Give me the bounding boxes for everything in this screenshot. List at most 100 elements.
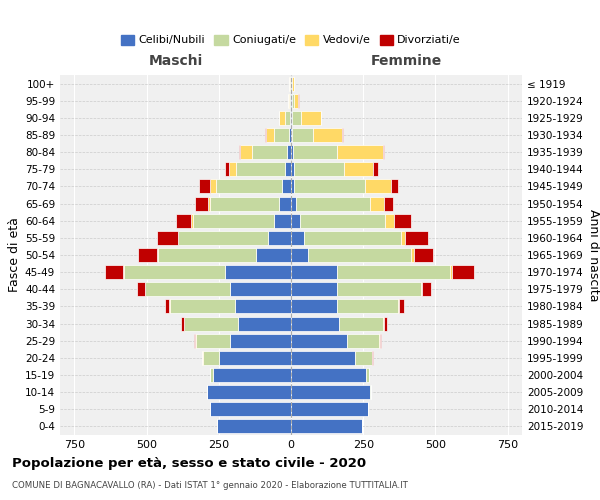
Bar: [283, 180, 291, 194]
Bar: [399, 300, 404, 314]
Legend: Celibi/Nubili, Coniugati/e, Vedovi/e, Divorziati/e: Celibi/Nubili, Coniugati/e, Vedovi/e, Di…: [116, 30, 466, 50]
Text: Maschi: Maschi: [148, 54, 203, 68]
Bar: [124, 265, 224, 279]
Bar: [401, 231, 405, 245]
Bar: [373, 162, 377, 176]
Bar: [236, 162, 285, 176]
Bar: [384, 316, 387, 330]
Bar: [411, 248, 414, 262]
Bar: [337, 282, 421, 296]
Bar: [210, 180, 216, 194]
Bar: [394, 214, 411, 228]
Bar: [338, 316, 383, 330]
Bar: [289, 94, 290, 108]
Bar: [287, 145, 291, 159]
Bar: [285, 162, 291, 176]
Bar: [384, 196, 393, 210]
Bar: [280, 111, 285, 125]
Bar: [193, 214, 274, 228]
Bar: [170, 300, 235, 314]
Bar: [157, 231, 178, 245]
Bar: [355, 351, 372, 365]
Bar: [268, 231, 291, 245]
Bar: [210, 368, 213, 382]
Bar: [291, 368, 366, 382]
Bar: [274, 214, 291, 228]
Bar: [196, 334, 230, 347]
Bar: [219, 351, 291, 365]
Bar: [241, 145, 252, 159]
Bar: [291, 145, 293, 159]
Bar: [213, 368, 291, 382]
Y-axis label: Fasce di età: Fasce di età: [8, 218, 21, 292]
Bar: [203, 351, 219, 365]
Bar: [230, 334, 291, 347]
Bar: [421, 282, 422, 296]
Bar: [337, 145, 383, 159]
Bar: [366, 368, 369, 382]
Bar: [217, 420, 291, 434]
Bar: [291, 231, 304, 245]
Bar: [452, 265, 474, 279]
Bar: [265, 128, 266, 142]
Bar: [239, 145, 241, 159]
Bar: [207, 385, 291, 399]
Bar: [450, 265, 452, 279]
Bar: [194, 334, 195, 347]
Bar: [422, 282, 431, 296]
Bar: [290, 111, 291, 125]
Bar: [288, 94, 289, 108]
Bar: [313, 128, 341, 142]
Bar: [291, 385, 370, 399]
Bar: [291, 111, 292, 125]
Bar: [122, 265, 124, 279]
Bar: [210, 196, 280, 210]
Bar: [184, 316, 238, 330]
Bar: [178, 231, 268, 245]
Bar: [252, 145, 287, 159]
Bar: [176, 214, 191, 228]
Bar: [291, 282, 337, 296]
Bar: [199, 180, 210, 194]
Bar: [385, 214, 394, 228]
Bar: [291, 316, 338, 330]
Bar: [137, 282, 145, 296]
Bar: [344, 162, 373, 176]
Bar: [266, 128, 274, 142]
Bar: [292, 128, 313, 142]
Bar: [138, 248, 157, 262]
Bar: [291, 196, 296, 210]
Bar: [370, 196, 384, 210]
Bar: [238, 316, 291, 330]
Bar: [291, 351, 355, 365]
Bar: [380, 334, 381, 347]
Bar: [295, 180, 365, 194]
Bar: [165, 300, 169, 314]
Bar: [405, 231, 428, 245]
Bar: [274, 128, 289, 142]
Bar: [291, 248, 308, 262]
Bar: [291, 128, 292, 142]
Text: COMUNE DI BAGNACAVALLO (RA) - Dati ISTAT 1° gennaio 2020 - Elaborazione TUTTITAL: COMUNE DI BAGNACAVALLO (RA) - Dati ISTAT…: [12, 480, 408, 490]
Bar: [304, 231, 401, 245]
Bar: [291, 300, 337, 314]
Bar: [383, 145, 384, 159]
Y-axis label: Anni di nascita: Anni di nascita: [587, 209, 600, 301]
Bar: [294, 162, 344, 176]
Bar: [181, 316, 184, 330]
Bar: [195, 196, 208, 210]
Text: Popolazione per età, sesso e stato civile - 2020: Popolazione per età, sesso e stato civil…: [12, 458, 366, 470]
Bar: [285, 111, 290, 125]
Bar: [230, 282, 291, 296]
Bar: [291, 334, 347, 347]
Bar: [191, 214, 193, 228]
Bar: [391, 180, 398, 194]
Bar: [235, 300, 291, 314]
Bar: [299, 214, 385, 228]
Bar: [337, 300, 398, 314]
Bar: [398, 300, 399, 314]
Bar: [292, 94, 294, 108]
Bar: [157, 248, 158, 262]
Bar: [341, 128, 343, 142]
Bar: [294, 94, 298, 108]
